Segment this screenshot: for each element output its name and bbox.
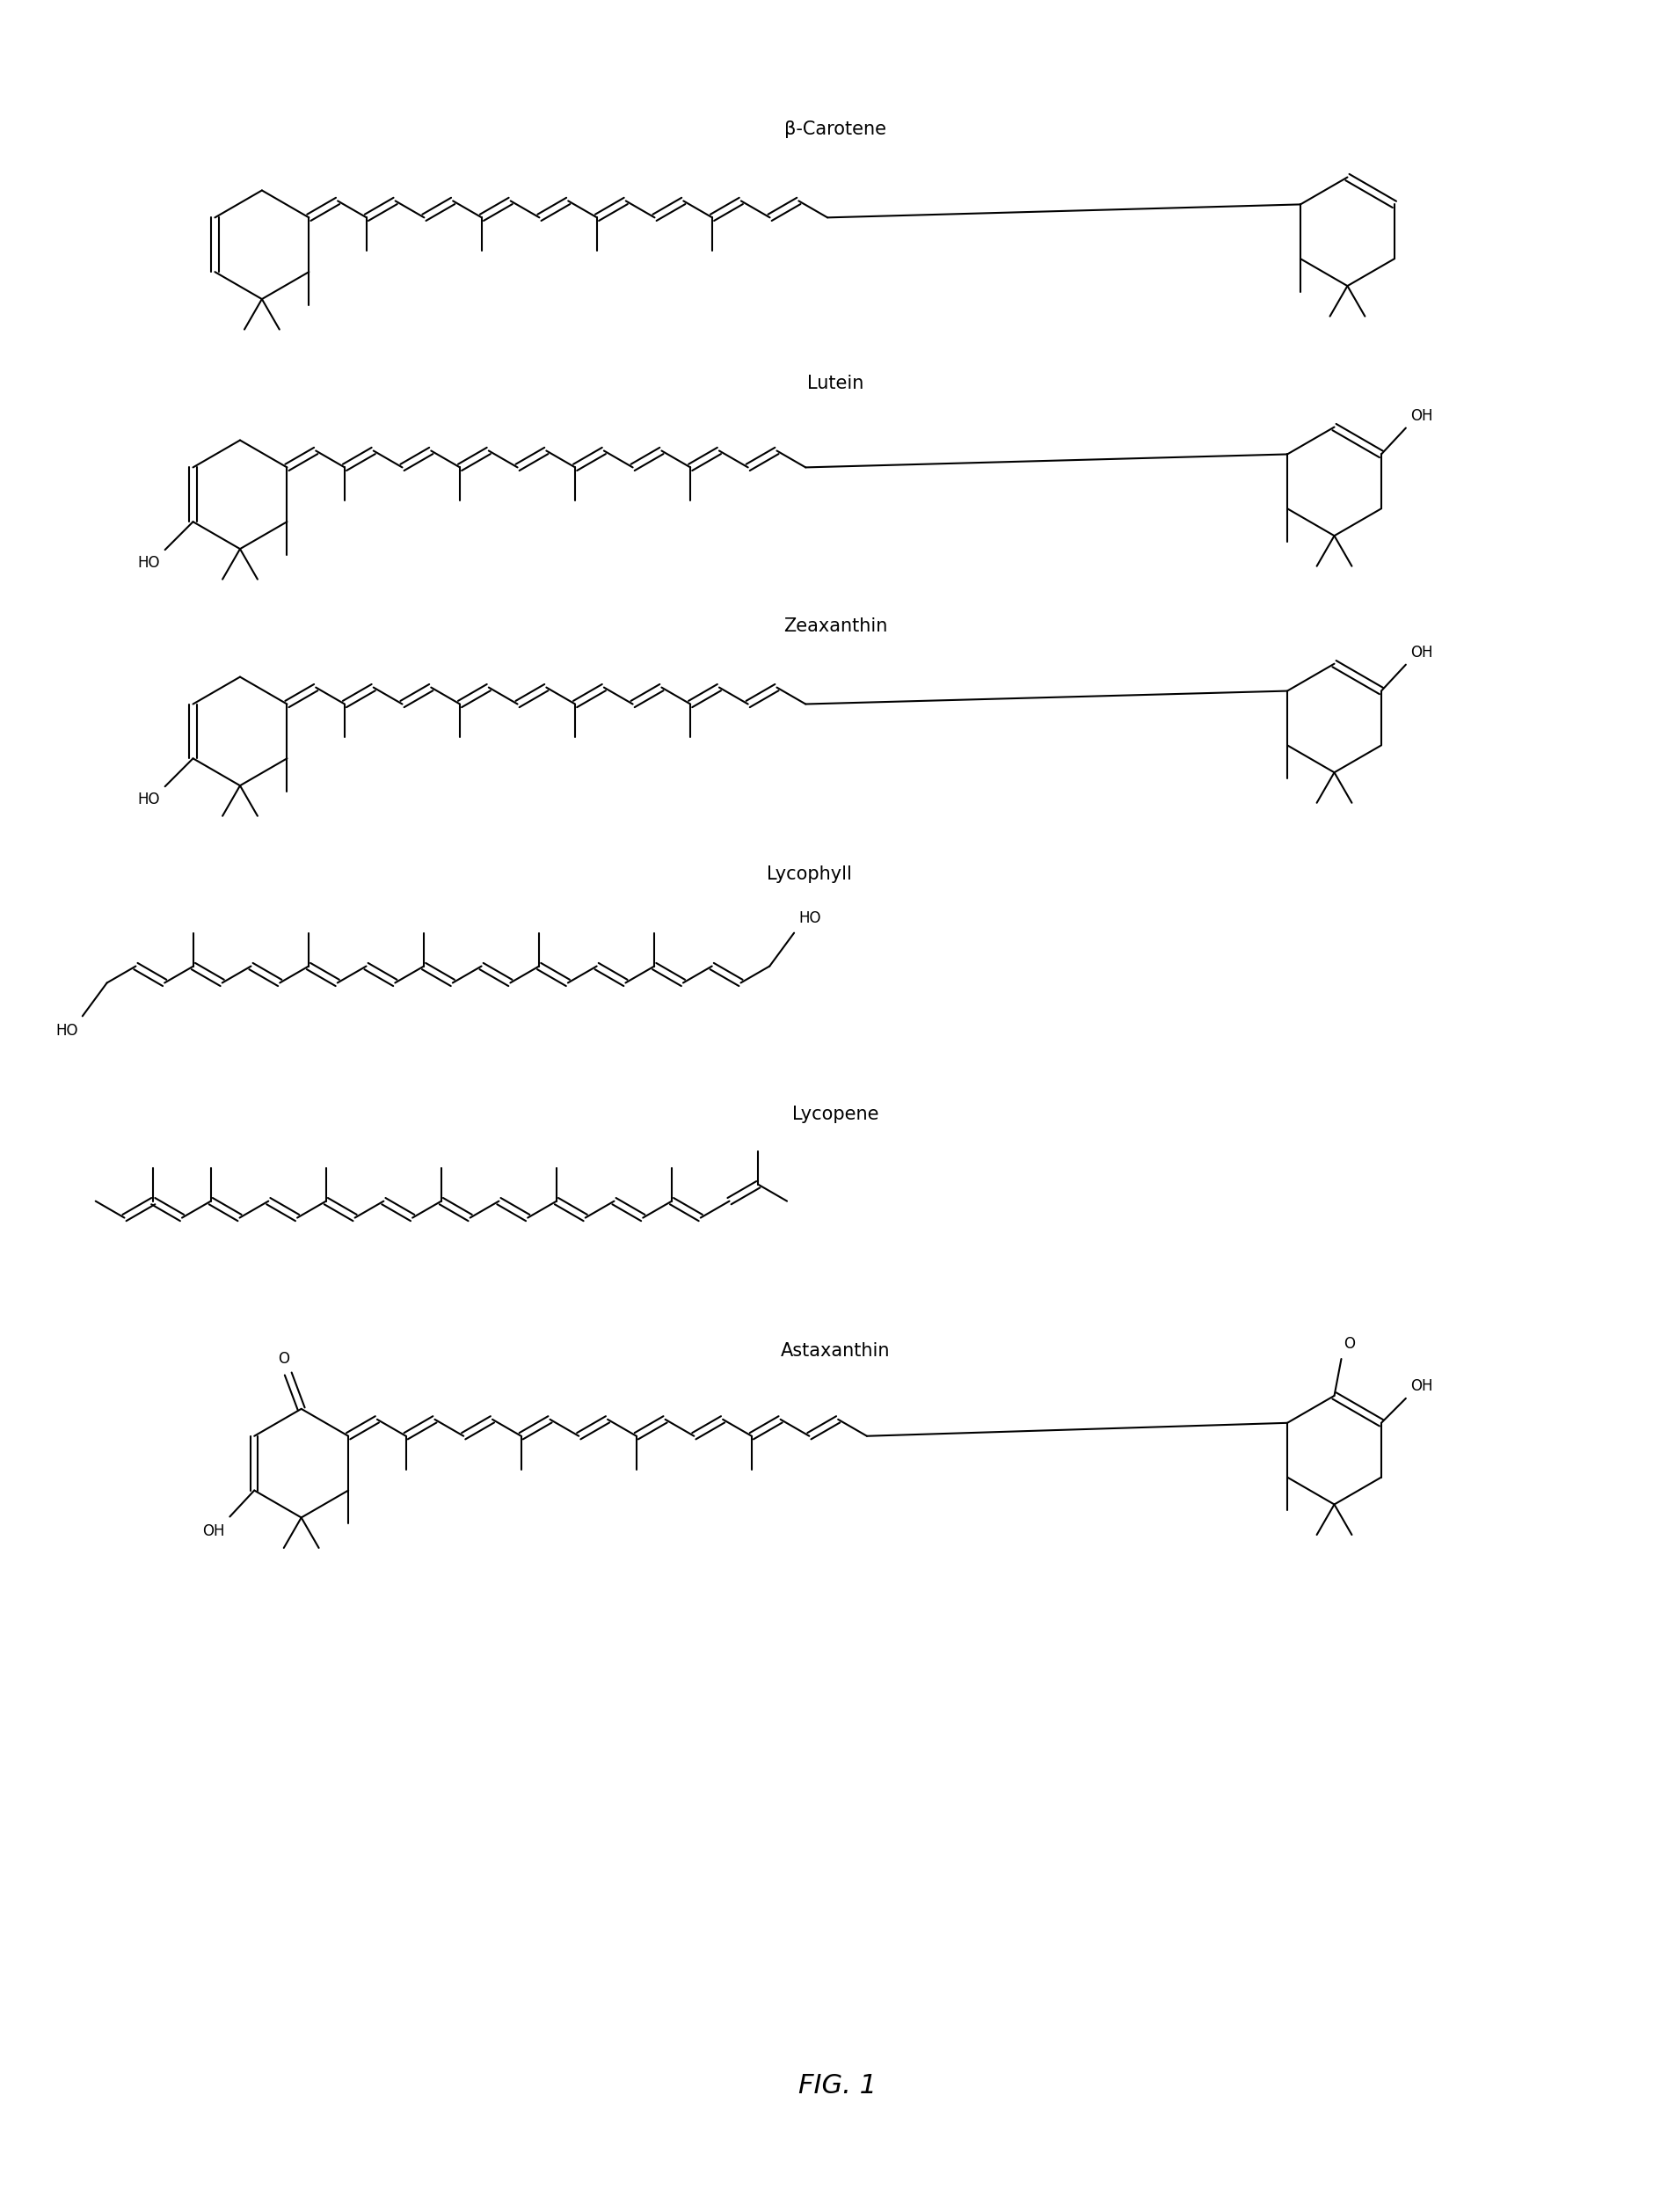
Text: Lycopene: Lycopene [792,1106,878,1124]
Text: FIG. 1: FIG. 1 [799,2073,876,2099]
Text: HO: HO [797,909,821,927]
Text: β-Carotene: β-Carotene [784,119,886,137]
Text: OH: OH [203,1524,224,1540]
Text: HO: HO [137,792,159,807]
Text: HO: HO [137,555,159,571]
Text: Zeaxanthin: Zeaxanthin [782,617,886,635]
Text: OH: OH [1409,407,1432,422]
Text: O: O [1343,1336,1355,1352]
Text: OH: OH [1409,644,1432,659]
Text: OH: OH [1409,1378,1432,1394]
Text: O: O [278,1352,290,1367]
Text: Lycophyll: Lycophyll [765,865,851,883]
Text: Astaxanthin: Astaxanthin [781,1343,889,1360]
Text: Lutein: Lutein [807,374,863,392]
Text: HO: HO [55,1024,79,1040]
